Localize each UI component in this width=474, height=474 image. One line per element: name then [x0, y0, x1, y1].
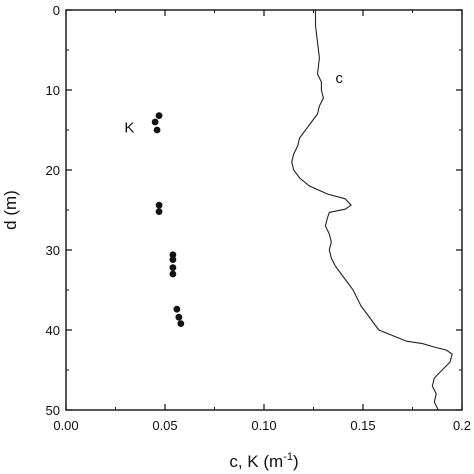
y-tick-label: 0 [53, 3, 60, 18]
data-point-K [169, 256, 177, 263]
plot-frame [65, 9, 463, 411]
data-point-K [175, 313, 183, 321]
y-tick-label: 20 [46, 163, 60, 178]
x-tick-label: 0.00 [53, 418, 78, 433]
data-point-K [169, 264, 177, 271]
tick-labels: 0.00 0.05 0.10 0.15 0.2 0 10 20 30 40 50 [46, 3, 472, 433]
x-axis-title-main: c, K (m [229, 452, 283, 471]
y-tick-label: 50 [46, 403, 60, 418]
data-point-K [177, 320, 185, 327]
y-tick-label: 30 [46, 243, 60, 258]
data-point-K [155, 112, 163, 119]
x-tick-label: 0.2 [453, 418, 471, 433]
axis-ticks [65, 9, 463, 411]
x-axis-title-sup: -1 [283, 451, 293, 463]
annotations: Kc [124, 70, 343, 137]
x-tick-label: 0.05 [152, 418, 177, 433]
data-point-K [173, 305, 181, 313]
x-tick-label: 0.10 [251, 418, 276, 433]
annotation-label-K: K [124, 119, 134, 136]
annotation-label-c: c [335, 70, 343, 87]
y-tick-label: 40 [46, 323, 60, 338]
data-point-K [151, 118, 159, 126]
x-axis-title-suffix: ) [293, 452, 299, 471]
x-tick-label: 0.15 [350, 418, 375, 433]
x-axis-title: c, K (m-1) [229, 451, 298, 471]
data-point-K [153, 126, 161, 134]
data-point-K [155, 208, 163, 216]
y-tick-label: 10 [46, 83, 60, 98]
series-line-c [291, 10, 453, 411]
data-point-K [169, 251, 177, 259]
data-point-K [169, 270, 177, 278]
data-point-K [155, 201, 163, 209]
series-layer [151, 10, 453, 411]
y-axis-title: d (m) [1, 190, 20, 230]
